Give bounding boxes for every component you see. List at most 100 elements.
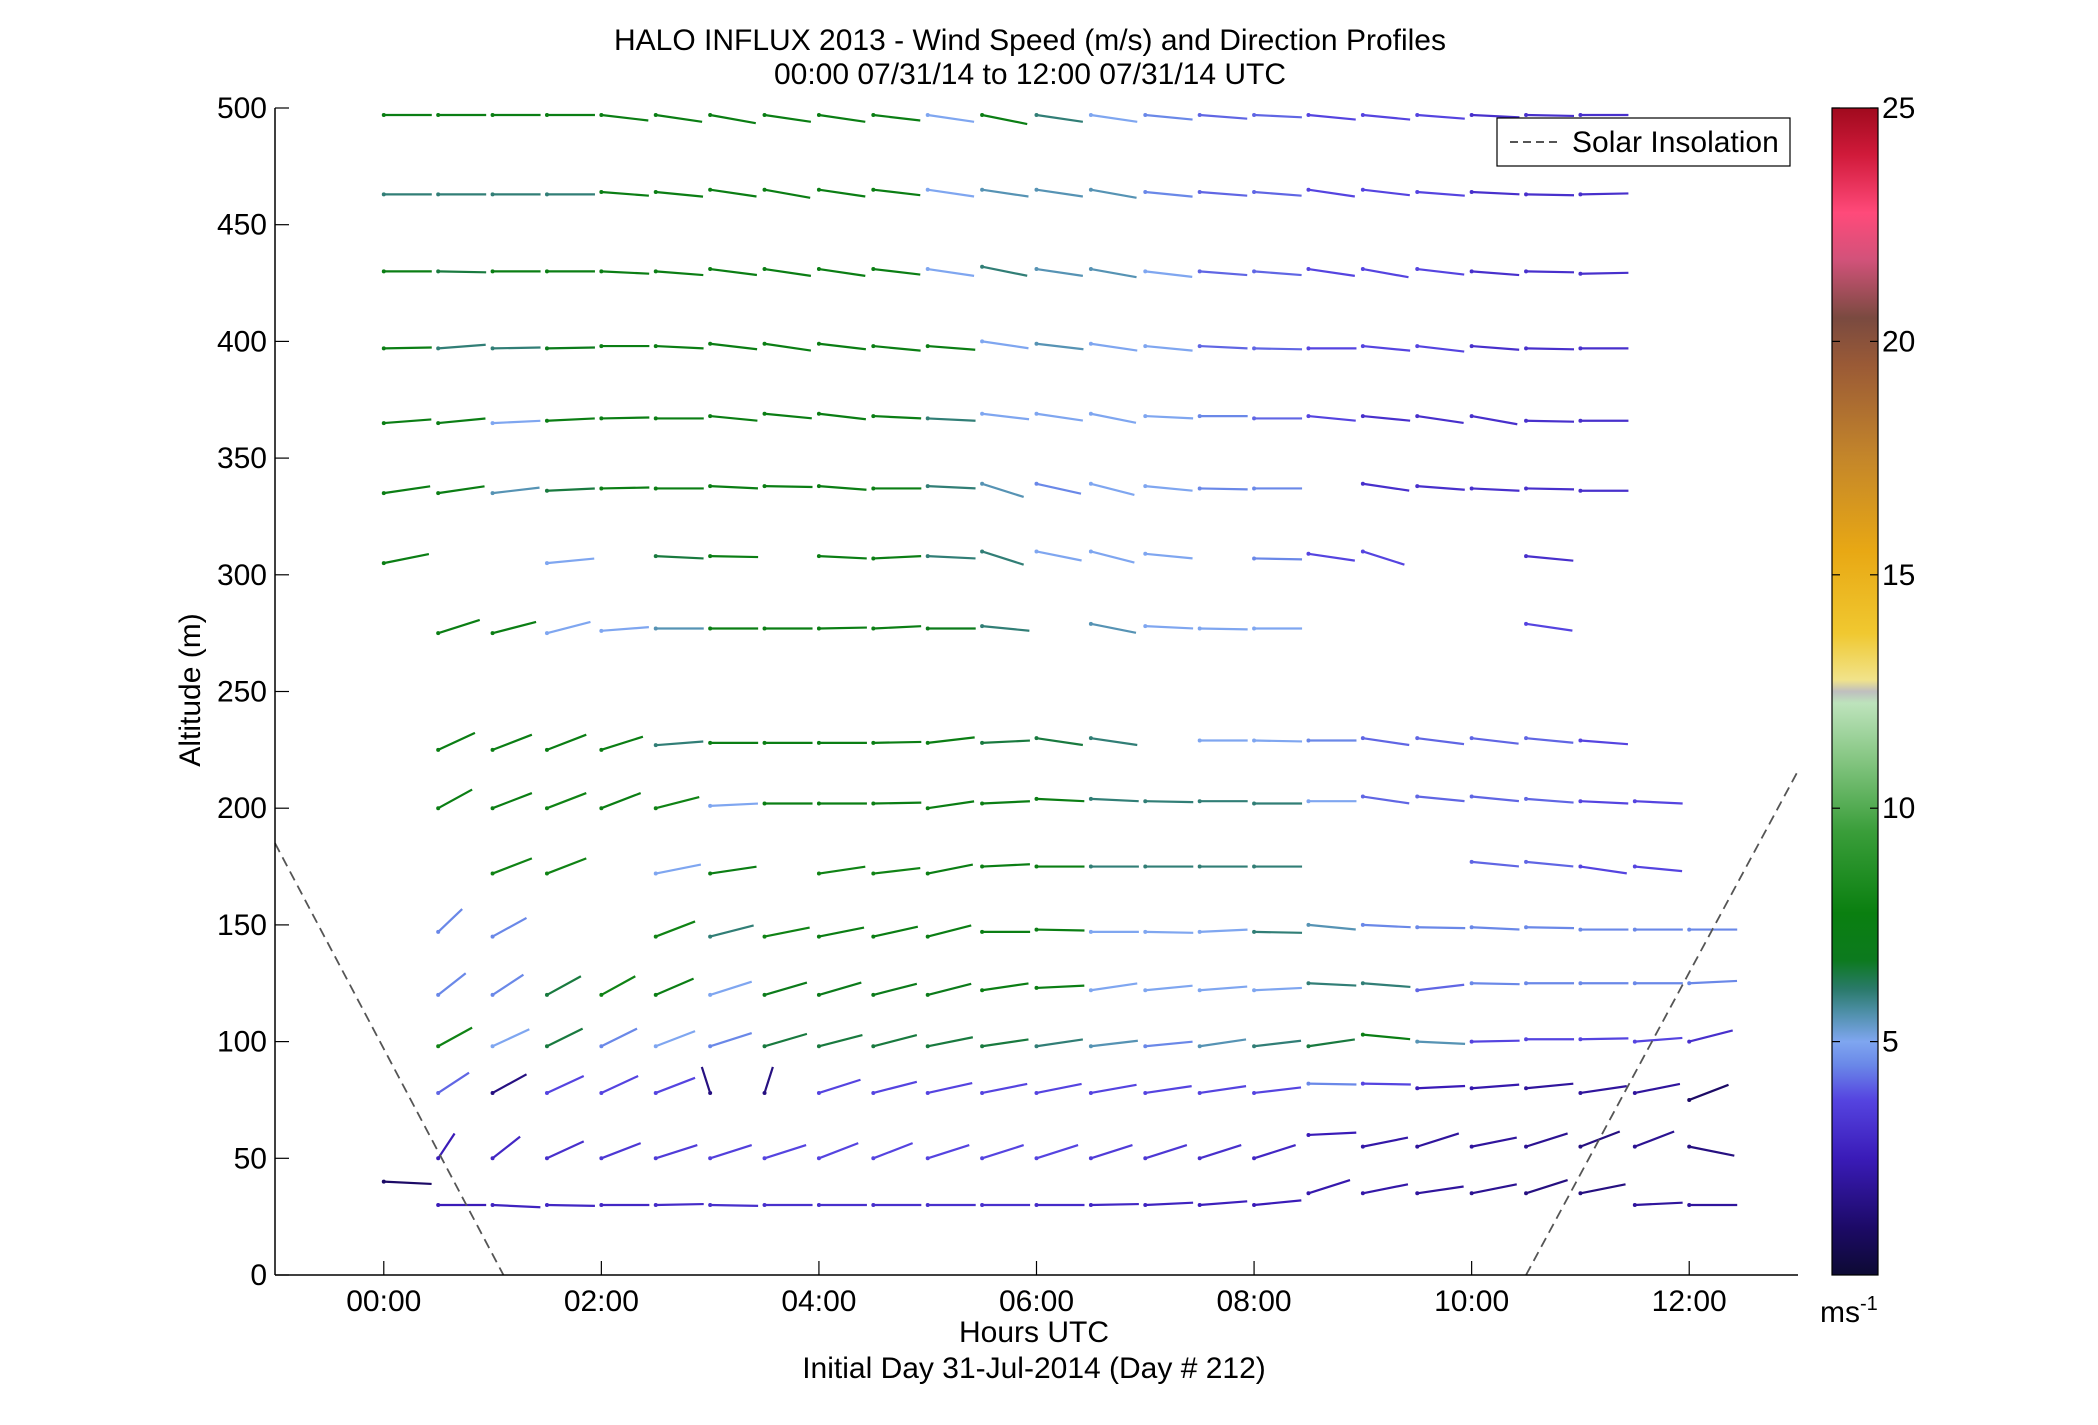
wind-barb [1580,1037,1629,1041]
wind-barb-origin [816,113,821,118]
y-axis-ticks: 0 50 100 150 200 250 300 350 400 450 500 [217,92,289,1292]
wind-barb [1580,800,1629,805]
wind-barb-origin [1632,864,1637,869]
wind-barb-origin [653,554,658,559]
colorbar-ticks: 5 10 15 20 25 [1832,92,1915,1059]
wind-barb-origin [1088,113,1093,118]
wind-barb [818,113,866,123]
wind-barb [982,739,1030,744]
wind-barb [1090,1144,1133,1160]
wind-barb [1254,347,1303,351]
wind-barb [1580,271,1629,275]
wind-barb-origin [816,1044,821,1049]
wind-barb-origin [925,416,930,421]
wind-barb-origin [1360,1032,1365,1037]
wind-barb-origin [816,484,821,489]
wind-barb [981,113,1028,126]
wind-barb-origin [490,747,495,752]
wind-barb-origin [1415,925,1420,930]
wind-barb [1254,930,1303,934]
wind-barb [437,908,463,933]
wind-barb-origin [490,113,495,118]
wind-barb [1634,1036,1683,1043]
wind-barb-origin [925,484,930,489]
wind-barb-origin [1088,341,1093,346]
wind-barb [981,1144,1025,1160]
wind-barb [437,972,467,996]
wind-barb-origin [599,1202,604,1207]
wind-barb-origin [436,1156,441,1161]
wind-barb [383,1180,432,1186]
wind-barb [1525,622,1573,632]
wind-barb-origin [1469,1191,1474,1196]
wind-barb [655,1030,696,1048]
wind-barb [981,265,1028,277]
wind-barb [1036,797,1085,803]
wind-barb [492,486,540,495]
wind-barb [1580,1183,1626,1195]
wind-barb-origin [1252,190,1257,195]
wind-barb [1634,1130,1675,1148]
colorbar-tick-label: 25 [1882,92,1915,125]
wind-barb [383,485,431,495]
wind-barb-origin [980,411,985,416]
wind-barb [764,1032,808,1048]
y-tick-label: 400 [217,325,267,358]
wind-barb [1525,1132,1568,1148]
wind-barb [1090,1202,1139,1207]
wind-barb-origin [1360,344,1365,349]
wind-barb-origin [762,626,767,631]
wind-barb-origin [436,346,441,351]
wind-barb-origin [1578,271,1583,276]
wind-barb [1036,1038,1084,1048]
y-tick-label: 500 [217,92,267,125]
wind-barb-origin [653,1044,658,1049]
wind-barb [1090,188,1137,199]
wind-barb [709,188,757,198]
wind-barb-origin [1252,269,1257,274]
wind-barb-origin [1524,1037,1529,1042]
wind-barb-origin [1524,113,1529,118]
wind-barb [927,1036,974,1048]
wind-barb [873,1080,918,1095]
wind-barb-origin [1578,927,1583,932]
wind-barb-origin [980,801,985,806]
wind-barb-origin [1524,269,1529,274]
wind-barb [1471,926,1520,931]
wind-barb-origin [1252,1044,1257,1049]
wind-barb-origin [1252,626,1257,631]
wind-barb-origin [762,341,767,346]
wind-barb [927,736,975,744]
wind-barb-origin [816,1202,821,1207]
wind-barb-origin [1034,341,1039,346]
wind-barb-origin [1578,1144,1583,1149]
wind-barb-origin [1632,1144,1637,1149]
wind-barb [1036,550,1082,562]
wind-barb [1525,1179,1568,1195]
wind-barb [1308,1131,1357,1137]
wind-barb-origin [653,743,658,748]
wind-barb-origin [1524,1086,1529,1091]
wind-barb-origin [816,1156,821,1161]
wind-barb-origin [1034,736,1039,741]
wind-barb-origin [599,806,604,811]
wind-barb [1036,342,1084,351]
wind-barb [655,113,703,123]
wind-barb [1254,557,1303,561]
wind-barb-origin [1088,1044,1093,1049]
wind-barb-origin [1469,269,1474,274]
wind-barb [1471,1183,1517,1195]
wind-barb-origin [1578,418,1583,423]
wind-barb-origin [1524,192,1529,197]
wind-barb [1308,552,1355,562]
wind-barb-origin [1034,927,1039,932]
wind-barb-origin [490,1090,495,1095]
plot-area: 0 50 100 150 200 250 300 350 400 450 500 00:00 02:0… [217,92,1799,1318]
y-tick-label: 100 [217,1026,267,1059]
wind-barb-origin [1360,187,1365,192]
wind-barb [1199,1038,1247,1048]
wind-barb-origin [1687,1202,1692,1207]
wind-barb [492,916,528,938]
wind-barb [600,975,636,996]
wind-barb [873,414,922,420]
